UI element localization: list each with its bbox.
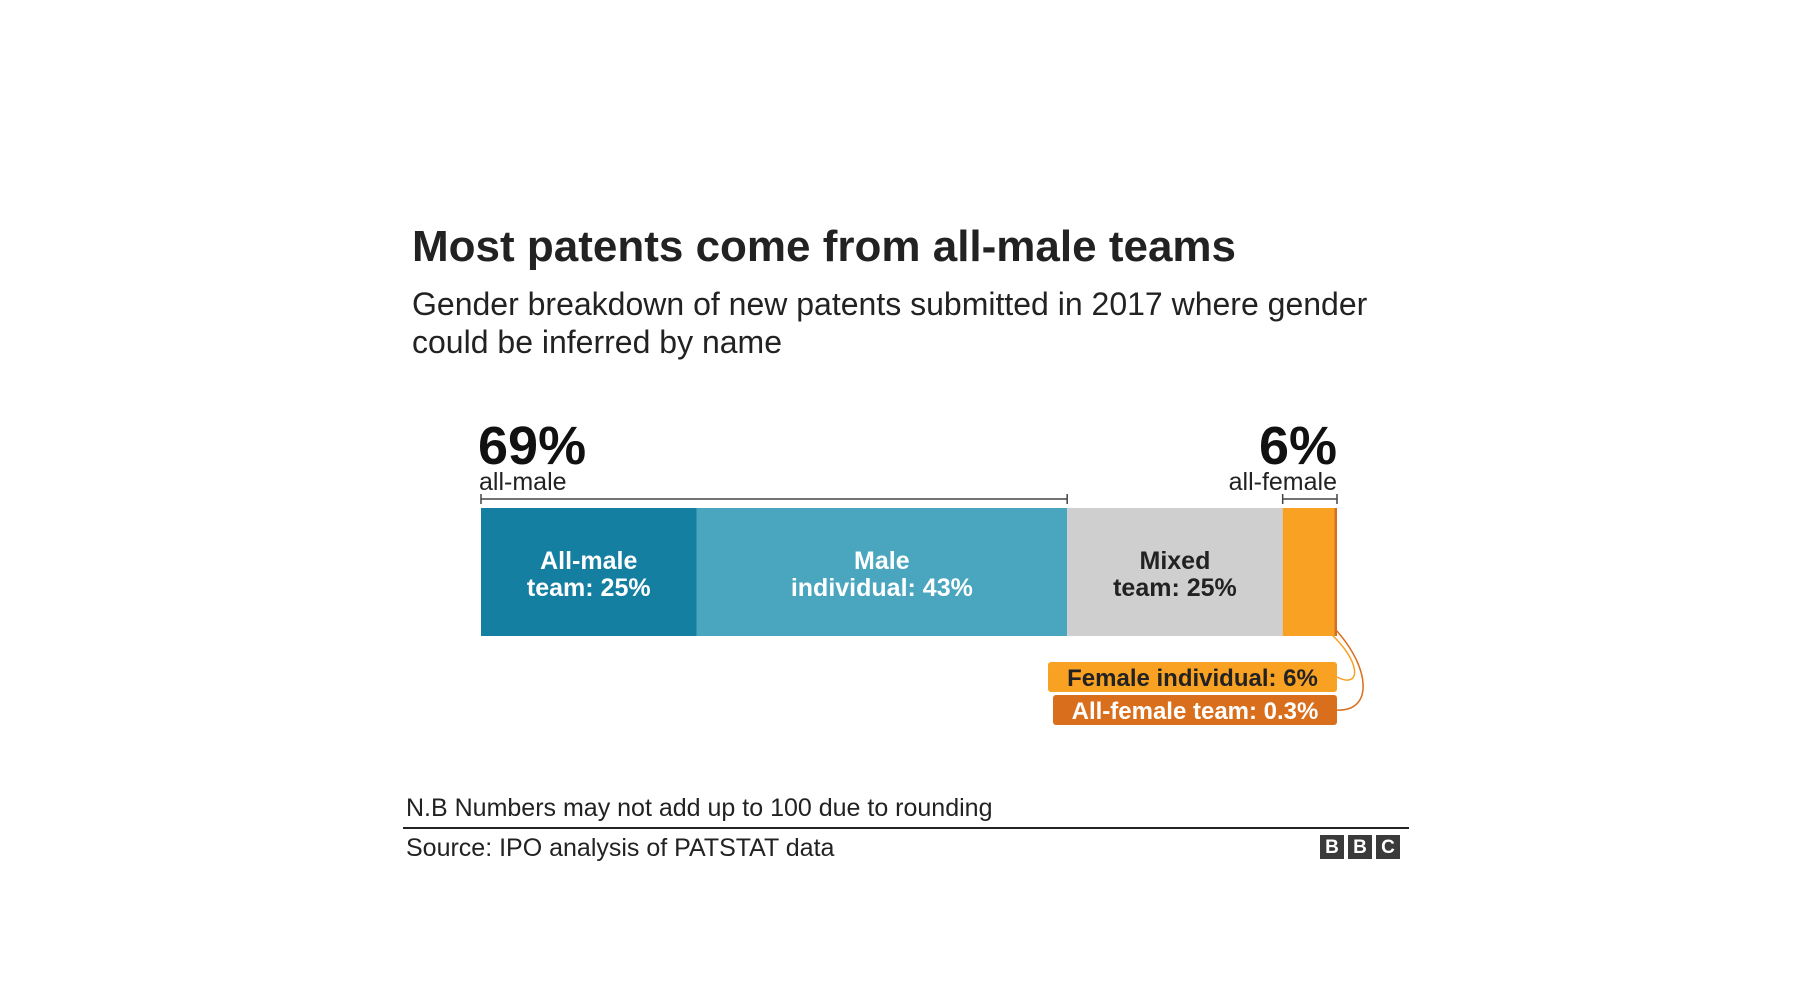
source-text: Source: IPO analysis of PATSTAT data [406, 834, 834, 863]
bar-female-individual [1283, 508, 1335, 636]
bar-label-3-line-1: Mixed [1140, 547, 1211, 575]
logo-letter-3: C [1376, 835, 1400, 859]
bar-label-2-line-2: individual: 43% [791, 574, 973, 602]
logo-letter-1: B [1320, 835, 1344, 859]
group-label-all-female: all-female [1229, 468, 1337, 496]
group-value-all-female: 6% [1259, 416, 1337, 476]
callout-label-1: Female individual: 6% [1067, 665, 1318, 692]
connector-all-female-team [1336, 630, 1363, 710]
bar-label-1-line-2: team: 25% [527, 574, 651, 602]
logo-letter-2: B [1348, 835, 1372, 859]
bar-label-2-line-1: Male [854, 547, 910, 575]
footer-divider [403, 827, 1409, 829]
bar-all-female-team [1334, 508, 1337, 636]
group-label-all-male: all-male [479, 468, 567, 496]
bar-label-1-line-1: All-male [540, 547, 637, 575]
group-value-all-male: 69% [478, 416, 586, 476]
footnote: N.B Numbers may not add up to 100 due to… [406, 794, 992, 823]
bar-label-3-line-2: team: 25% [1113, 574, 1237, 602]
callout-label-2: All-female team: 0.3% [1072, 698, 1319, 725]
bbc-logo: B B C [1320, 835, 1400, 859]
